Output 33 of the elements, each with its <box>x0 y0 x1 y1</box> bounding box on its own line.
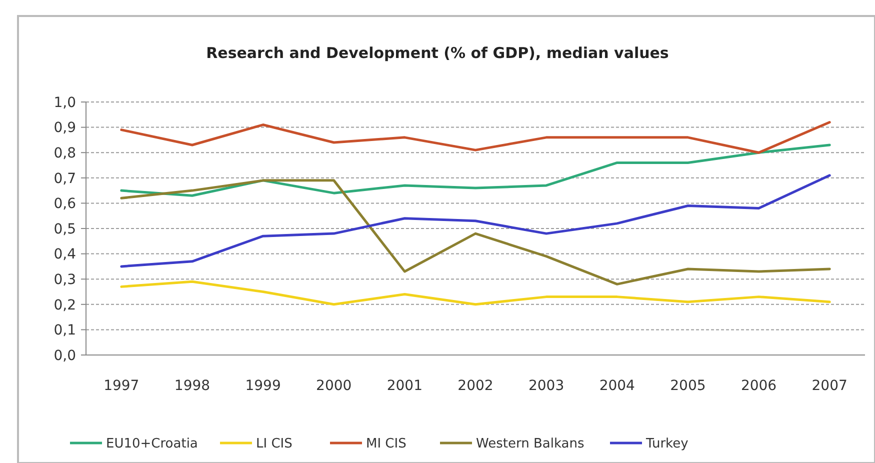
legend-label: Turkey <box>645 436 689 452</box>
line-series <box>120 280 831 306</box>
y-tick-label: 0,6 <box>54 196 76 212</box>
legend-label: LI CIS <box>256 436 292 452</box>
y-tick-label: 0,4 <box>54 246 76 263</box>
x-tick-label: 1999 <box>245 378 281 394</box>
x-tick-label: 2001 <box>386 378 422 394</box>
x-tick-label: 2002 <box>458 378 494 394</box>
x-tick-label: 2007 <box>812 378 848 394</box>
legend-label: EU10+Croatia <box>106 436 198 452</box>
legend-label: MI CIS <box>366 436 406 452</box>
line-series <box>120 120 831 154</box>
x-tick-label: 2004 <box>599 378 636 394</box>
x-tick-label: 2006 <box>740 378 777 394</box>
x-tick-label: 1998 <box>174 378 210 394</box>
x-tick-label: 1997 <box>104 378 140 394</box>
y-tick-label: 0,2 <box>54 297 76 314</box>
y-tick-label: 0,5 <box>54 221 76 238</box>
line-series <box>120 179 831 286</box>
y-tick-label: 0,9 <box>54 120 76 136</box>
line-series <box>120 144 831 197</box>
y-tick-label: 0,0 <box>54 348 76 364</box>
chart-title: Research and Development (% of GDP), median values <box>206 44 669 62</box>
line-series <box>120 174 831 268</box>
x-tick-label: 2005 <box>670 378 706 394</box>
x-tick-label: 2000 <box>316 378 352 394</box>
x-tick-label: 2003 <box>528 378 564 394</box>
y-tick-label: 0,1 <box>54 322 76 339</box>
y-tick-label: 0,7 <box>54 170 76 187</box>
legend-label: Western Balkans <box>476 436 584 452</box>
y-tick-label: 0,3 <box>54 272 76 288</box>
y-tick-label: 1,0 <box>54 94 76 111</box>
y-tick-label: 0,8 <box>54 146 76 162</box>
